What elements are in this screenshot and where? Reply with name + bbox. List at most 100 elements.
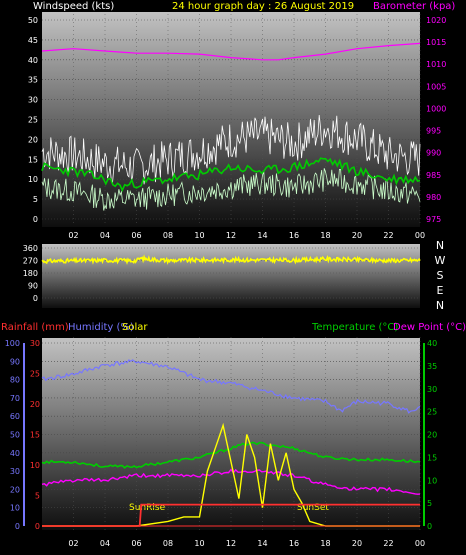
compass-label: E [437, 284, 444, 297]
humidity-y-tick-label: 20 [10, 485, 20, 494]
x-tick-label: 00 [415, 231, 425, 240]
wind-direction-line [41, 254, 421, 265]
x-tick-label: 04 [100, 539, 110, 548]
rain-y-tick-label: 20 [30, 400, 40, 409]
x-tick-label: 22 [383, 539, 393, 548]
wind-y-tick-label: 50 [28, 16, 38, 25]
x-tick-label: 00 [415, 539, 425, 548]
wind-average-line [41, 157, 421, 193]
barometer-y-tick-label: 980 [426, 193, 441, 202]
barometer-y-tick-label: 975 [426, 215, 441, 224]
humidity-y-tick-label: 30 [10, 467, 20, 476]
dewpoint-axis-label: Dew Point (°C) [393, 322, 466, 333]
barometer-y-tick-label: 1000 [426, 104, 446, 113]
rain-y-tick-label: 10 [30, 461, 40, 470]
compass-label: N [436, 299, 444, 312]
temperature-axis-label: Temperature (°C) [311, 322, 398, 333]
x-tick-label: 20 [352, 231, 362, 240]
temperature-y-tick-label: 20 [427, 431, 437, 440]
sunset-label: SunSet [297, 503, 329, 513]
compass-label: S [437, 269, 444, 282]
temperature-y-tick-label: 0 [427, 522, 432, 531]
solar-axis-label: Solar [122, 322, 148, 333]
wind-y-tick-label: 20 [28, 135, 38, 144]
barometer-y-tick-label: 990 [426, 149, 441, 158]
barometer-y-tick-label: 1015 [426, 38, 446, 47]
direction-chart-panel [42, 244, 420, 308]
x-tick-label: 02 [68, 539, 78, 548]
wind-speed-line [41, 168, 421, 211]
rain-y-tick-label: 5 [35, 492, 40, 501]
barometer-axis-label: Barometer (kpa) [373, 1, 455, 12]
windspeed-axis-label: Windspeed (kts) [33, 1, 114, 12]
wind-y-tick-label: 35 [28, 76, 38, 85]
humidity-axis-label: Humidity (%) [68, 322, 134, 333]
compass-label: W [435, 254, 446, 267]
temperature-y-tick-label: 10 [427, 476, 437, 485]
rain-y-tick-label: 15 [30, 431, 40, 440]
barometer-y-tick-label: 1005 [426, 82, 446, 91]
humidity-y-tick-label: 50 [10, 431, 20, 440]
solar-line [42, 422, 420, 527]
humidity-y-tick-label: 90 [10, 357, 20, 366]
barometer-y-tick-label: 1010 [426, 60, 446, 69]
barometer-y-tick-label: 985 [426, 171, 441, 180]
temperature-line [41, 441, 421, 469]
rain-y-tick-label: 0 [35, 522, 40, 531]
ticks-layer: 0510152025303540455097598098599099510001… [5, 16, 447, 548]
wind-y-tick-label: 15 [28, 155, 38, 164]
x-tick-label: 14 [257, 231, 267, 240]
direction-y-tick-label: 360 [23, 244, 38, 253]
wind-y-tick-label: 25 [28, 116, 38, 125]
wind-y-tick-label: 30 [28, 96, 38, 105]
humidity-y-tick-label: 100 [5, 339, 20, 348]
wind-y-tick-label: 45 [28, 36, 38, 45]
temperature-y-tick-label: 40 [427, 339, 437, 348]
wind-y-tick-label: 5 [33, 195, 38, 204]
temperature-y-tick-label: 25 [427, 408, 437, 417]
x-tick-label: 08 [163, 539, 173, 548]
x-tick-label: 10 [194, 231, 204, 240]
wind-y-tick-label: 10 [28, 175, 38, 184]
x-tick-label: 12 [226, 231, 236, 240]
wind-y-tick-label: 0 [33, 215, 38, 224]
x-tick-label: 02 [68, 231, 78, 240]
x-tick-label: 22 [383, 231, 393, 240]
x-tick-label: 12 [226, 539, 236, 548]
x-tick-label: 10 [194, 539, 204, 548]
direction-y-tick-label: 90 [28, 282, 38, 291]
x-tick-label: 06 [131, 539, 141, 548]
humidity-y-tick-label: 80 [10, 376, 20, 385]
humidity-y-tick-label: 70 [10, 394, 20, 403]
x-tick-label: 16 [289, 539, 299, 548]
x-tick-label: 16 [289, 231, 299, 240]
rainfall-axis-label: Rainfall (mm) [1, 322, 69, 333]
humidity-y-tick-label: 10 [10, 504, 20, 513]
rain-y-tick-label: 30 [30, 339, 40, 348]
direction-y-tick-label: 270 [23, 257, 38, 266]
temperature-y-tick-label: 15 [427, 453, 437, 462]
dewpoint-line [41, 468, 421, 495]
humidity-y-tick-label: 40 [10, 449, 20, 458]
barometer-y-tick-label: 995 [426, 127, 441, 136]
temperature-y-tick-label: 30 [427, 385, 437, 394]
humidity-y-tick-label: 0 [15, 522, 20, 531]
temperature-y-tick-label: 5 [427, 499, 432, 508]
barometer-y-tick-label: 1020 [426, 16, 446, 25]
x-tick-label: 20 [352, 539, 362, 548]
x-tick-label: 08 [163, 231, 173, 240]
compass-label: N [436, 239, 444, 252]
barometer-line [41, 42, 421, 61]
x-tick-label: 18 [320, 539, 330, 548]
chart-title: 24 hour graph day : 26 August 2019 [172, 1, 354, 12]
temperature-y-tick-label: 35 [427, 362, 437, 371]
series-layer [41, 42, 421, 527]
wind-y-tick-label: 40 [28, 56, 38, 65]
grid-layer [23, 14, 425, 532]
x-tick-label: 14 [257, 539, 267, 548]
direction-y-tick-label: 180 [23, 269, 38, 278]
wind-gust-line [41, 114, 421, 185]
direction-y-tick-label: 0 [33, 294, 38, 303]
